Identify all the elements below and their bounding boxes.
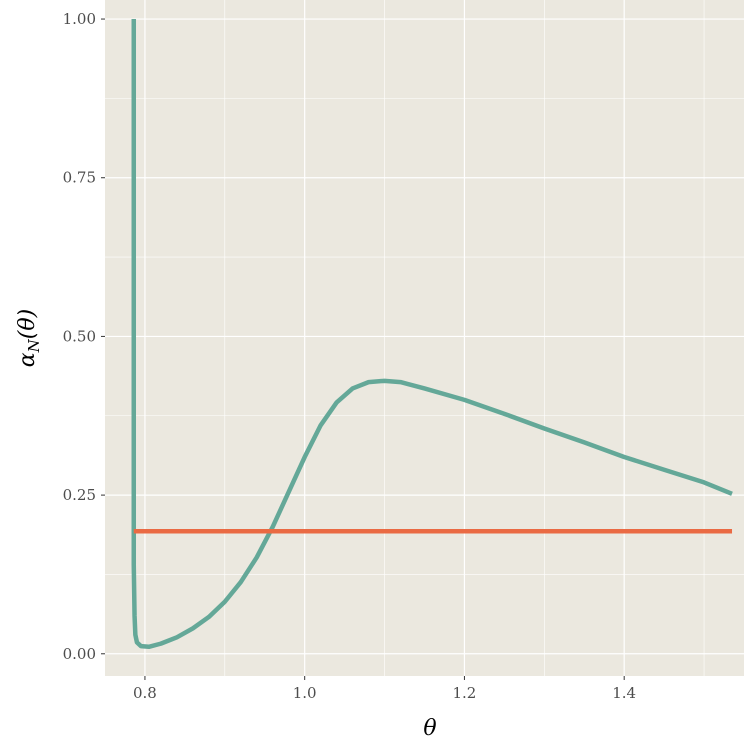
x-tick-label: 1.4 (612, 684, 636, 702)
y-tick-label: 1.00 (63, 10, 96, 28)
y-axis-title: αN(θ) (15, 309, 43, 367)
grid-major (105, 0, 744, 676)
y-axis: 0.00 0.25 0.50 0.75 1.00 (63, 10, 105, 663)
plot-panel (105, 0, 744, 676)
y-tick-label: 0.25 (63, 486, 96, 504)
y-axis-title-main: α (15, 352, 40, 367)
y-tick-label: 0.00 (63, 645, 96, 663)
x-tick-label: 0.8 (133, 684, 157, 702)
grid-minor (105, 0, 744, 676)
y-axis-title-sub: N (25, 338, 43, 353)
x-axis-title: θ (423, 716, 436, 741)
x-tick-label: 1.0 (293, 684, 317, 702)
y-tick-label: 0.75 (63, 169, 96, 187)
y-axis-title-tail: (θ) (15, 309, 40, 339)
series-line-1 (131, 19, 733, 650)
series-layer (131, 19, 733, 650)
y-tick-label: 0.50 (63, 327, 96, 345)
x-axis: 0.8 1.0 1.2 1.4 (133, 676, 636, 702)
x-tick-label: 1.2 (453, 684, 477, 702)
